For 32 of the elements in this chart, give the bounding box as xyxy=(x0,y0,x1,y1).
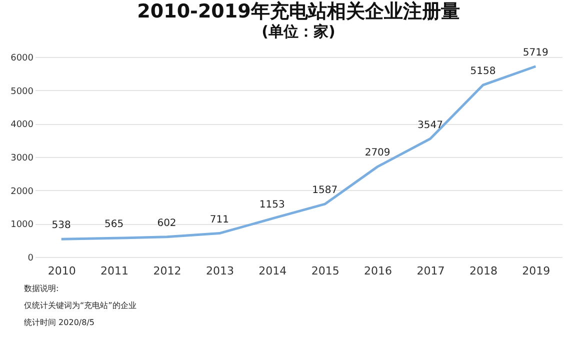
x-tick-label: 2012 xyxy=(153,264,182,278)
x-tick-label: 2019 xyxy=(522,264,550,278)
text: 统计时间 2020/8/5 xyxy=(24,317,96,329)
data-label: 1153 xyxy=(259,200,285,211)
data-label: 565 xyxy=(104,219,124,230)
data-label: 3547 xyxy=(418,120,443,131)
text: 仅统计关键词为“充电站”的企业 xyxy=(24,300,138,312)
x-tick-label: 2010 xyxy=(48,264,76,278)
x-tick-label: 2014 xyxy=(258,264,287,278)
x-tick-label: 2016 xyxy=(364,264,392,278)
x-tick-label: 2013 xyxy=(206,264,234,278)
chart-title: 2010-2019年充电站相关企业注册量 xyxy=(137,0,460,22)
data-label: 5719 xyxy=(522,47,548,58)
data-label: 711 xyxy=(210,214,229,226)
y-tick-label: 5000 xyxy=(10,86,34,97)
data-label: 1587 xyxy=(312,185,338,196)
y-tick-label: 3000 xyxy=(10,154,34,164)
y-tick-label: 0 xyxy=(28,254,34,264)
data-label: 2709 xyxy=(364,148,390,159)
data-label: 602 xyxy=(157,218,176,229)
y-tick-label: 4000 xyxy=(10,120,34,130)
x-tick-label: 2017 xyxy=(416,264,445,278)
x-tick-label: 2015 xyxy=(311,264,340,278)
data-label: 5158 xyxy=(470,66,496,78)
text: 数据说明: xyxy=(24,283,60,295)
y-tick-label: 1000 xyxy=(10,220,34,230)
y-tick-label: 6000 xyxy=(10,54,34,64)
x-tick-label: 2018 xyxy=(469,264,498,278)
chart-subtitle: (单位：家) xyxy=(262,22,336,40)
y-tick-label: 2000 xyxy=(10,186,34,197)
data-label: 538 xyxy=(52,220,71,232)
x-tick-label: 2011 xyxy=(100,264,129,278)
